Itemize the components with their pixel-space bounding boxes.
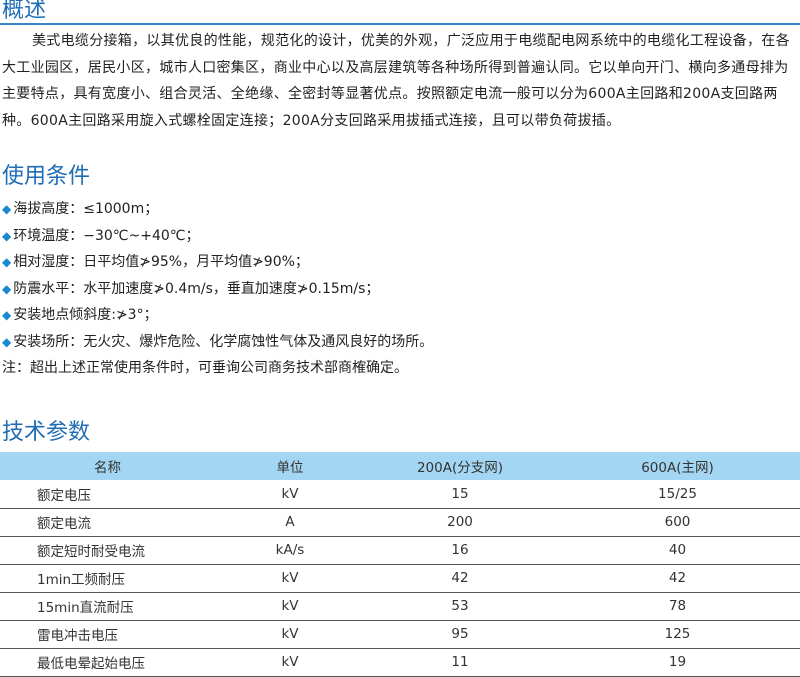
header-unit: 单位	[215, 452, 365, 480]
table-cell: 19	[555, 648, 800, 677]
table-cell: kV	[215, 592, 365, 621]
conditions-note: 注：超出上述正常使用条件时，可垂询公司商务技术部商榷确定。	[2, 360, 408, 376]
table-cell: 53	[365, 592, 555, 621]
table-cell: 200	[365, 508, 555, 537]
conditions-title: 使用条件	[2, 164, 91, 189]
header-600a: 600A(主网)	[555, 452, 800, 480]
condition-text: 安装地点倾斜度:≯3°；	[13, 307, 158, 323]
diamond-icon: ◆	[2, 308, 12, 322]
conditions-list: ◆ 海拔高度：≤1000m； ◆ 环境温度：−30℃~+40℃； ◆ 相对湿度：日平均值≯…	[2, 196, 433, 382]
overview-title: 概述	[2, 0, 47, 23]
table-cell: 雷电冲击电压	[0, 620, 215, 649]
diamond-icon: ◆	[2, 281, 12, 296]
table-cell: 额定电流	[0, 508, 215, 537]
table-header-row: 名称 单位 200A(分支网) 600A(主网)	[0, 452, 800, 480]
table-cell: 78	[555, 592, 800, 621]
table-cell: 额定短时耐受电流	[0, 536, 215, 565]
table-cell: A	[215, 508, 365, 537]
table-cell: kA/s	[215, 536, 365, 565]
header-200a: 200A(分支网)	[365, 452, 555, 480]
table-cell: 125	[555, 620, 800, 649]
diamond-icon: ◆	[2, 255, 12, 269]
condition-item: ◆ 相对湿度：日平均值≯95%，月平均值≯90%；	[2, 249, 433, 276]
table-cell: 15/25	[555, 480, 800, 509]
title-underline	[0, 23, 800, 25]
diamond-icon: ◆	[2, 334, 12, 349]
table-row: 最低电晕起始电压 kV 11 19	[0, 648, 800, 677]
table-cell: 额定电压	[0, 480, 215, 509]
table-cell: 最低电晕起始电压	[0, 648, 215, 677]
condition-text: 海拔高度：≤1000m；	[13, 201, 159, 217]
condition-item: ◆ 防震水平：水平加速度≯0.4m/s，垂直加速度≯0.15m/s；	[2, 276, 433, 303]
table-row: 额定短时耐受电流 kA/s 16 40	[0, 536, 800, 565]
table-cell: 15min直流耐压	[0, 592, 215, 621]
condition-text: 相对湿度：日平均值≯95%，月平均值≯90%；	[13, 254, 309, 270]
table-row: 15min直流耐压 kV 53 78	[0, 592, 800, 621]
diamond-icon: ◆	[2, 228, 12, 243]
condition-text: 安装场所：无火灾、爆炸危险、化学腐蚀性气体及通风良好的场所。	[13, 333, 434, 350]
params-table: 名称 单位 200A(分支网) 600A(主网) 额定电压 kV 15 15/25 额定…	[0, 452, 800, 677]
table-row: 雷电冲击电压 kV 95 125	[0, 620, 800, 649]
condition-item: ◆ 环境温度：−30℃~+40℃；	[2, 223, 433, 250]
condition-item: ◆ 安装地点倾斜度:≯3°；	[2, 302, 433, 329]
table-row: 额定电压 kV 15 15/25	[0, 480, 800, 509]
condition-item: ◆ 海拔高度：≤1000m；	[2, 196, 433, 223]
condition-item: ◆ 安装场所：无火灾、爆炸危险、化学腐蚀性气体及通风良好的场所。	[2, 329, 433, 356]
table-cell: 42	[365, 564, 555, 593]
table-cell: kV	[215, 648, 365, 677]
table-cell: 40	[555, 536, 800, 565]
table-cell: kV	[215, 564, 365, 593]
table-cell: 16	[365, 536, 555, 565]
diamond-icon: ◆	[2, 202, 12, 216]
condition-text: 环境温度：−30℃~+40℃；	[13, 227, 200, 244]
table-cell: 95	[365, 620, 555, 649]
header-name: 名称	[0, 452, 215, 480]
table-row: 额定电流 A 200 600	[0, 508, 800, 537]
table-row: 1min工频耐压 kV 42 42	[0, 564, 800, 593]
condition-text: 防震水平：水平加速度≯0.4m/s，垂直加速度≯0.15m/s；	[13, 280, 380, 297]
table-cell: 11	[365, 648, 555, 677]
table-cell: 42	[555, 564, 800, 593]
table-cell: kV	[215, 480, 365, 509]
overview-text: 美式电缆分接箱，以其优良的性能，规范化的设计，优美的外观，广泛应用于电缆配电网系…	[2, 33, 790, 129]
params-title: 技术参数	[2, 420, 91, 445]
table-cell: 1min工频耐压	[0, 564, 215, 593]
table-cell: 600	[555, 508, 800, 537]
table-cell: kV	[215, 620, 365, 649]
table-cell: 15	[365, 480, 555, 509]
